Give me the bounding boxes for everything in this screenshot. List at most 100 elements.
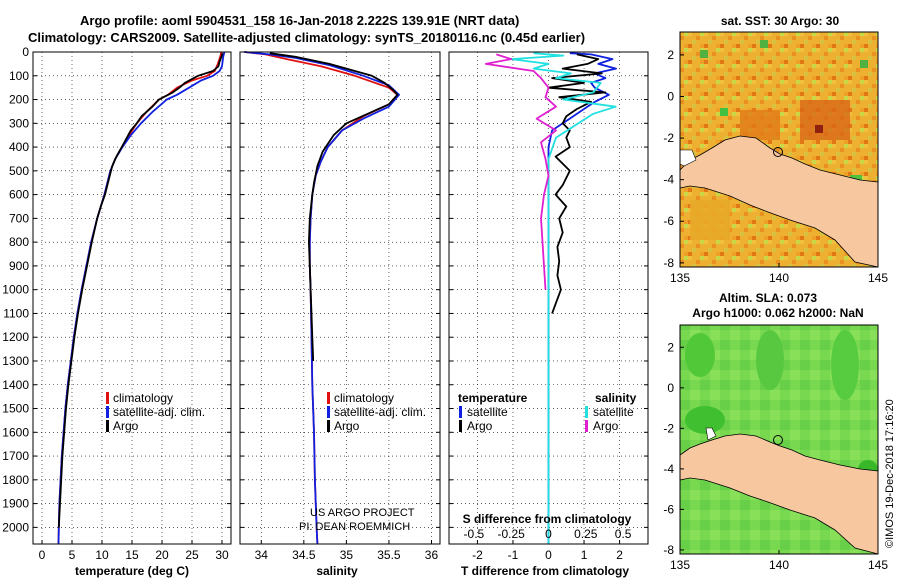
legend-label-s-argo: Argo xyxy=(593,419,619,433)
legend-label-s-satellite: satellite xyxy=(593,405,634,419)
series-line-argo xyxy=(57,52,224,528)
temperature-tick-labels: 0 5 10 15 20 25 30 xyxy=(39,548,229,562)
depth-tick-label: 1500 xyxy=(2,402,29,416)
lon-tick-label: 135 xyxy=(670,558,690,572)
legend-swatch-climatology xyxy=(327,392,330,404)
legend-label-satellite: satellite-adj. clim. xyxy=(334,405,426,419)
s-difference-tick-labels: -0.5 -0.25 0 0.25 0.5 xyxy=(464,527,632,541)
salinity-tick-labels: 34 34.5 35 35.5 36 xyxy=(255,548,439,562)
lon-tick-label: 145 xyxy=(868,558,888,572)
depth-tick-label: 500 xyxy=(9,164,29,178)
x-tick-label: 15 xyxy=(125,548,139,562)
legend-label-t-satellite: satellite xyxy=(467,405,508,419)
difference-frame xyxy=(448,51,649,545)
x-tick-label: -1 xyxy=(508,548,519,562)
salinity-panel: 34 34.5 35 35.5 36 salinity climatology sate… xyxy=(239,51,441,578)
sla-map-subtitle: Argo h1000: 0.062 h2000: NaN xyxy=(692,306,863,320)
depth-tick-label: 400 xyxy=(9,140,29,154)
legend-title-temperature: temperature xyxy=(458,391,528,405)
depth-tick-label: 1400 xyxy=(2,378,29,392)
depth-tick-label: 0 xyxy=(22,45,29,59)
s-difference-label: S difference from climatology xyxy=(463,512,632,526)
depth-tick-label: 2000 xyxy=(2,520,29,534)
header-line-2: Climatology: CARS2009. Satellite-adjuste… xyxy=(28,30,585,45)
sla-land-patch xyxy=(705,427,717,441)
series-line-salinity-satellite xyxy=(510,52,617,544)
lat-tick-label: -4 xyxy=(663,462,674,476)
t-difference-tick-labels: -2 -1 0 1 2 xyxy=(472,548,623,562)
t-difference-x-label: T difference from climatology xyxy=(461,564,629,578)
salinity-grid xyxy=(240,51,440,544)
depth-tick-label: 200 xyxy=(9,93,29,107)
legend-label-climatology: climatology xyxy=(113,391,173,405)
temperature-frame xyxy=(32,51,232,545)
lat-tick-label: -6 xyxy=(663,502,674,516)
series-line-temperature-argo xyxy=(547,53,607,314)
depth-tick-label: 600 xyxy=(9,188,29,202)
depth-tick-label: 1600 xyxy=(2,425,29,439)
legend-swatch-argo xyxy=(327,420,330,432)
lon-tick-label: 140 xyxy=(769,271,789,285)
depth-tick-label: 900 xyxy=(9,259,29,273)
depth-tick-label: 1200 xyxy=(2,330,29,344)
legend-swatch-satellite xyxy=(106,406,109,418)
legend-swatch-t-argo xyxy=(459,420,462,432)
depth-tick-label: 300 xyxy=(9,116,29,130)
sla-lat-tick-labels: 2 0 -2 -4 -6 -8 xyxy=(663,340,684,557)
lat-tick-label: 0 xyxy=(667,89,674,103)
legend-label-climatology: climatology xyxy=(334,391,394,405)
temperature-x-label: temperature (deg C) xyxy=(75,564,189,578)
depth-tick-label: 700 xyxy=(9,211,29,225)
x-tick-label: 30 xyxy=(215,548,229,562)
watermark: ©IMOS 19-Dec-2018 17:16:20 xyxy=(884,399,896,548)
x-tick-label: 1 xyxy=(581,548,588,562)
x-tick-label: 35.5 xyxy=(377,548,401,562)
x-tick-label: -2 xyxy=(472,548,483,562)
legend-label-argo: Argo xyxy=(334,419,360,433)
x-tick-label: 35 xyxy=(340,548,354,562)
depth-tick-label: 1900 xyxy=(2,497,29,511)
s-diff-tick-label: -0.5 xyxy=(464,527,485,541)
x-tick-label: 34.5 xyxy=(292,548,316,562)
legend-label-satellite: satellite-adj. clim. xyxy=(113,405,205,419)
sla-argo-marker xyxy=(773,435,783,445)
lat-tick-label: -6 xyxy=(663,214,674,228)
depth-tick-label: 1300 xyxy=(2,354,29,368)
series-line-temperature-satellite xyxy=(547,52,617,544)
sla-map-title: Altim. SLA: 0.073 xyxy=(719,291,817,305)
legend-swatch-climatology xyxy=(106,392,109,404)
legend-swatch-s-argo xyxy=(585,420,588,432)
x-tick-label: 34 xyxy=(255,548,269,562)
x-tick-label: 10 xyxy=(95,548,109,562)
sst-lat-tick-labels: 2 0 -2 -4 -6 -8 xyxy=(663,48,684,270)
sla-land-new-guinea xyxy=(679,433,879,555)
salinity-series xyxy=(244,51,401,545)
x-tick-label: 25 xyxy=(185,548,199,562)
x-tick-label: 0 xyxy=(545,548,552,562)
x-tick-label: 2 xyxy=(616,548,623,562)
x-tick-label: 20 xyxy=(155,548,169,562)
depth-tick-labels: 0 100 200 300 400 500 600 700 800 900 1000 1100 1200… xyxy=(2,45,29,534)
lat-tick-label: -2 xyxy=(663,421,674,435)
lat-tick-label: 0 xyxy=(667,381,674,395)
legend-title-salinity: salinity xyxy=(595,391,637,405)
sla-map-panel: Altim. SLA: 0.073 Argo h1000: 0.062 h200… xyxy=(663,291,888,572)
sst-land-new-guinea xyxy=(679,135,879,268)
legend-swatch-t-satellite xyxy=(459,406,462,418)
difference-series xyxy=(484,52,617,544)
depth-tick-label: 1800 xyxy=(2,473,29,487)
lat-tick-label: -8 xyxy=(663,543,674,557)
lat-tick-label: -2 xyxy=(663,131,674,145)
depth-tick-label: 1000 xyxy=(2,283,29,297)
difference-panel: -2 -1 0 1 2 -0.5 -0.25 0 0.25 0.5 S difference f… xyxy=(448,51,649,578)
difference-legend: temperature satellite Argo salinity sate… xyxy=(458,391,637,433)
series-line-salinity-argo xyxy=(484,53,557,290)
legend-label-t-argo: Argo xyxy=(467,419,493,433)
lat-tick-label: 2 xyxy=(667,48,674,62)
salinity-x-label: salinity xyxy=(316,564,358,578)
salinity-legend: climatology satellite-adj. clim. Argo xyxy=(327,391,426,433)
lat-tick-label: 2 xyxy=(667,340,674,354)
legend-label-argo: Argo xyxy=(113,419,139,433)
s-diff-tick-label: 0 xyxy=(545,527,552,541)
sst-lon-tick-labels: 135 140 145 xyxy=(670,263,888,285)
